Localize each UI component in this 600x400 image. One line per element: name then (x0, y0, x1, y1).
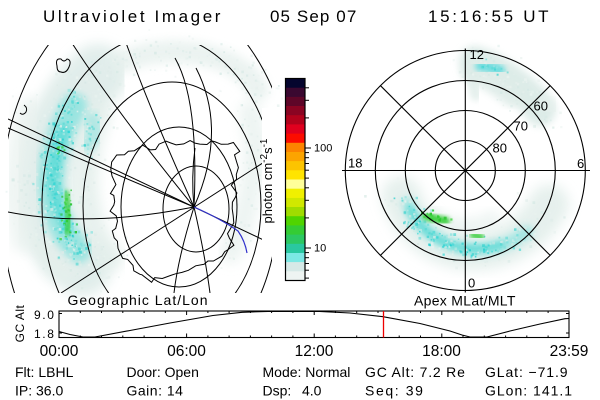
svg-text:80: 80 (493, 141, 507, 156)
svg-text:Geographic Lat/Lon: Geographic Lat/Lon (68, 292, 209, 308)
svg-text:Gain: 14: Gain: 14 (127, 383, 184, 399)
svg-text:4.0: 4.0 (302, 383, 322, 399)
svg-text:60: 60 (534, 99, 548, 114)
svg-text:0: 0 (468, 276, 475, 291)
svg-text:Flt: LBHL: Flt: LBHL (15, 364, 74, 380)
svg-text:06:00: 06:00 (167, 343, 206, 360)
svg-text:00:00: 00:00 (40, 343, 79, 360)
svg-text:18:00: 18:00 (422, 343, 461, 360)
svg-text:Mode: Normal: Mode: Normal (263, 364, 351, 380)
svg-text:GC Alt: GC Alt (13, 305, 27, 343)
svg-text:1.8: 1.8 (34, 327, 55, 341)
svg-text:9.0: 9.0 (34, 308, 55, 322)
svg-text:Dsp:: Dsp: (263, 383, 292, 399)
svg-text:photon cm-2s-1: photon cm-2s-1 (259, 138, 275, 223)
svg-text:05 Sep 07: 05 Sep 07 (270, 7, 357, 26)
svg-text:100: 100 (314, 143, 332, 155)
svg-text:70: 70 (514, 119, 528, 134)
svg-text:GLon: 141.1: GLon: 141.1 (485, 383, 573, 399)
svg-text:6: 6 (577, 156, 584, 171)
svg-text:23:59: 23:59 (550, 343, 589, 360)
svg-text:Seq: 39: Seq: 39 (365, 383, 424, 399)
svg-text:Door: Open: Door: Open (127, 364, 199, 380)
svg-text:Ultraviolet Imager: Ultraviolet Imager (43, 7, 223, 26)
svg-text:Apex MLat/MLT: Apex MLat/MLT (414, 293, 516, 309)
svg-text:10: 10 (314, 243, 326, 255)
svg-text:GLat: −71.9: GLat: −71.9 (485, 364, 568, 380)
svg-text:12:00: 12:00 (295, 343, 334, 360)
svg-text:GC Alt: 7.2 Re: GC Alt: 7.2 Re (365, 364, 466, 380)
svg-text:12: 12 (470, 47, 484, 62)
svg-text:15:16:55 UT: 15:16:55 UT (428, 7, 551, 26)
svg-text:18: 18 (348, 156, 362, 171)
svg-text:IP: 36.0: IP: 36.0 (15, 383, 63, 399)
